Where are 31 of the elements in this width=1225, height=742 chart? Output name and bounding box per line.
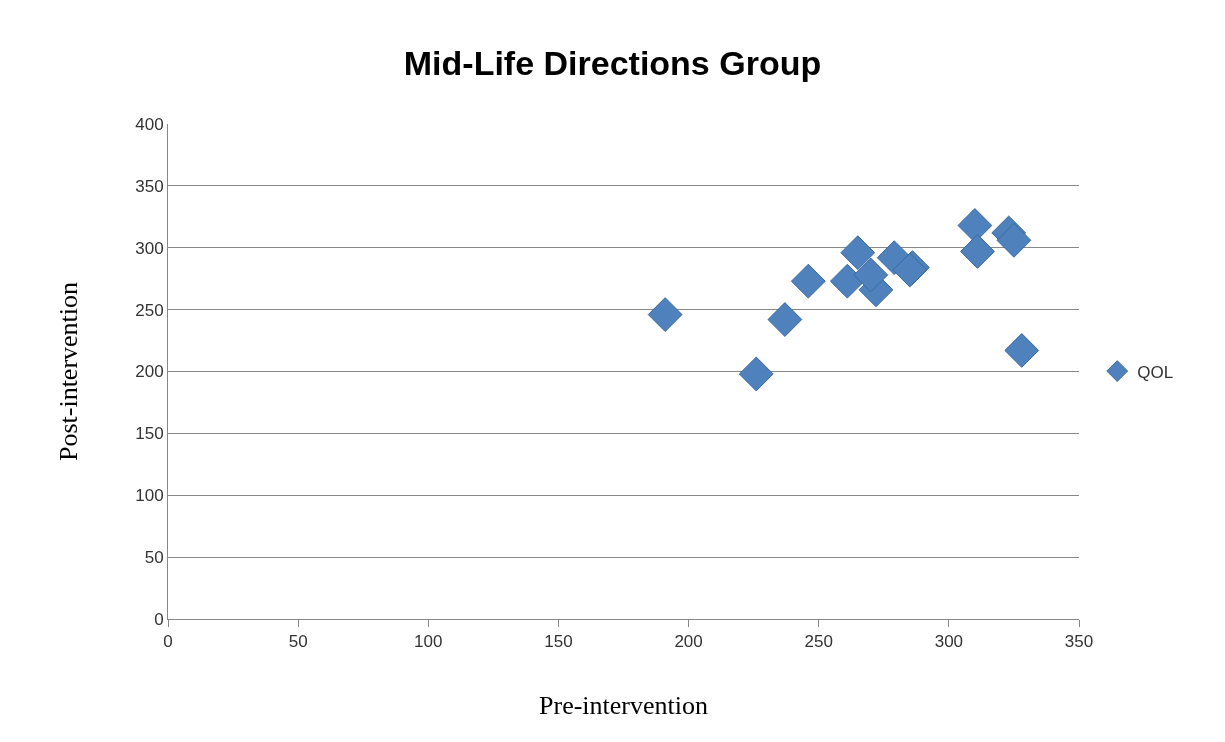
legend-label: QOL [1137,362,1174,382]
point [957,208,993,243]
point [829,263,865,299]
y-tick-label: 300 [135,238,164,258]
y-tick-label: 50 [144,548,164,568]
y-tick-label: 250 [135,300,164,320]
x-axis-title: Pre-intervention [539,691,708,721]
chart-title: Mid-Life Directions Group [403,43,822,82]
y-tick-label: 350 [135,176,164,196]
x-tick-label: 300 [934,632,964,652]
point [738,356,774,392]
x-tick-label: 200 [674,632,703,652]
point [853,257,889,293]
y-tick-label: 0 [154,609,164,629]
point [647,297,683,332]
x-tick-label: 250 [804,632,833,652]
y-tick-label: 400 [135,114,164,134]
point [960,234,995,269]
point [1004,333,1040,368]
x-tick-label: 100 [414,632,443,652]
point [790,263,826,299]
y-tick-label: 100 [135,486,164,506]
x-tick-label: 350 [1064,632,1094,652]
point [840,235,876,271]
y-tick-label: 200 [135,362,164,382]
x-tick-label: 50 [288,632,308,652]
y-tick-label: 150 [135,424,164,444]
point [767,302,803,337]
y-axis-title: Post-intervention [53,281,83,462]
x-tick-label: 150 [544,632,573,652]
point [996,222,1032,258]
